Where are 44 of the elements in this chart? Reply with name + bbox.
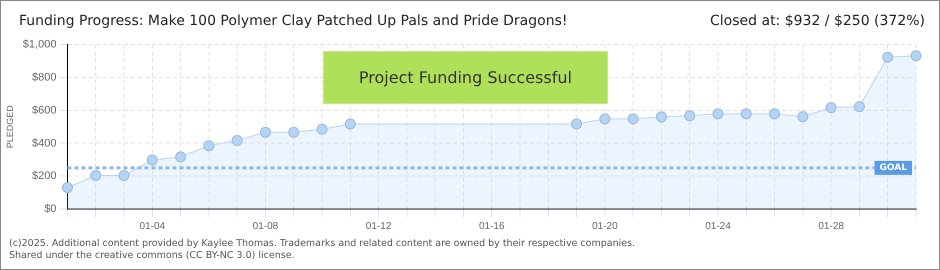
ref-line-label: GOAL bbox=[880, 163, 908, 174]
point bbox=[90, 170, 102, 181]
point bbox=[571, 118, 582, 130]
point bbox=[288, 126, 300, 138]
y-tick-label: $1,000 bbox=[22, 38, 56, 51]
point bbox=[62, 182, 73, 194]
point bbox=[232, 134, 243, 146]
y-tick-label: $400 bbox=[32, 137, 56, 150]
text: Shared under the creative commons (CC BY-NC 3.0) license. bbox=[9, 250, 296, 262]
y-tick-label: $800 bbox=[32, 72, 56, 84]
x-tick-label: 01-24 bbox=[705, 220, 732, 232]
point bbox=[628, 113, 639, 124]
x-tick-label: 01-28 bbox=[818, 220, 844, 232]
point bbox=[118, 170, 130, 181]
point bbox=[854, 101, 865, 112]
point bbox=[797, 111, 808, 122]
point bbox=[910, 50, 922, 62]
point bbox=[769, 108, 780, 120]
point bbox=[656, 111, 667, 122]
point bbox=[316, 124, 328, 135]
y-tick-label: $200 bbox=[32, 170, 56, 182]
x-tick-label: 01-16 bbox=[478, 220, 505, 232]
x-tick-label: 01-20 bbox=[592, 220, 618, 232]
point bbox=[882, 52, 894, 63]
point bbox=[599, 113, 610, 124]
y-tick-label: $600 bbox=[32, 104, 56, 116]
point bbox=[260, 126, 271, 138]
point bbox=[740, 108, 752, 120]
x-tick-label: 01-08 bbox=[252, 220, 279, 232]
point bbox=[826, 102, 837, 114]
point bbox=[712, 108, 724, 120]
text: (c)2025. Additional content provided by Kaylee Thomas. Trademarks and related content are owned by their respective companies. bbox=[9, 238, 636, 250]
point bbox=[146, 154, 158, 166]
chart-subtitle: Closed at: $932 / $250 (372%) bbox=[710, 13, 925, 29]
y-tick-label: $0 bbox=[44, 203, 56, 216]
point bbox=[203, 140, 214, 152]
success-banner: Project Funding Successful bbox=[323, 51, 608, 104]
point bbox=[344, 118, 356, 130]
point bbox=[684, 110, 696, 122]
x-tick-label: 01-04 bbox=[140, 220, 166, 232]
y-axis-title: PLEDGED bbox=[4, 104, 15, 148]
point bbox=[175, 151, 186, 162]
chart-title: Funding Progress: Make 100 Polymer Clay Patched Up Pals and Pride Dragons! bbox=[19, 13, 568, 29]
x-tick-label: 01-12 bbox=[366, 220, 392, 232]
